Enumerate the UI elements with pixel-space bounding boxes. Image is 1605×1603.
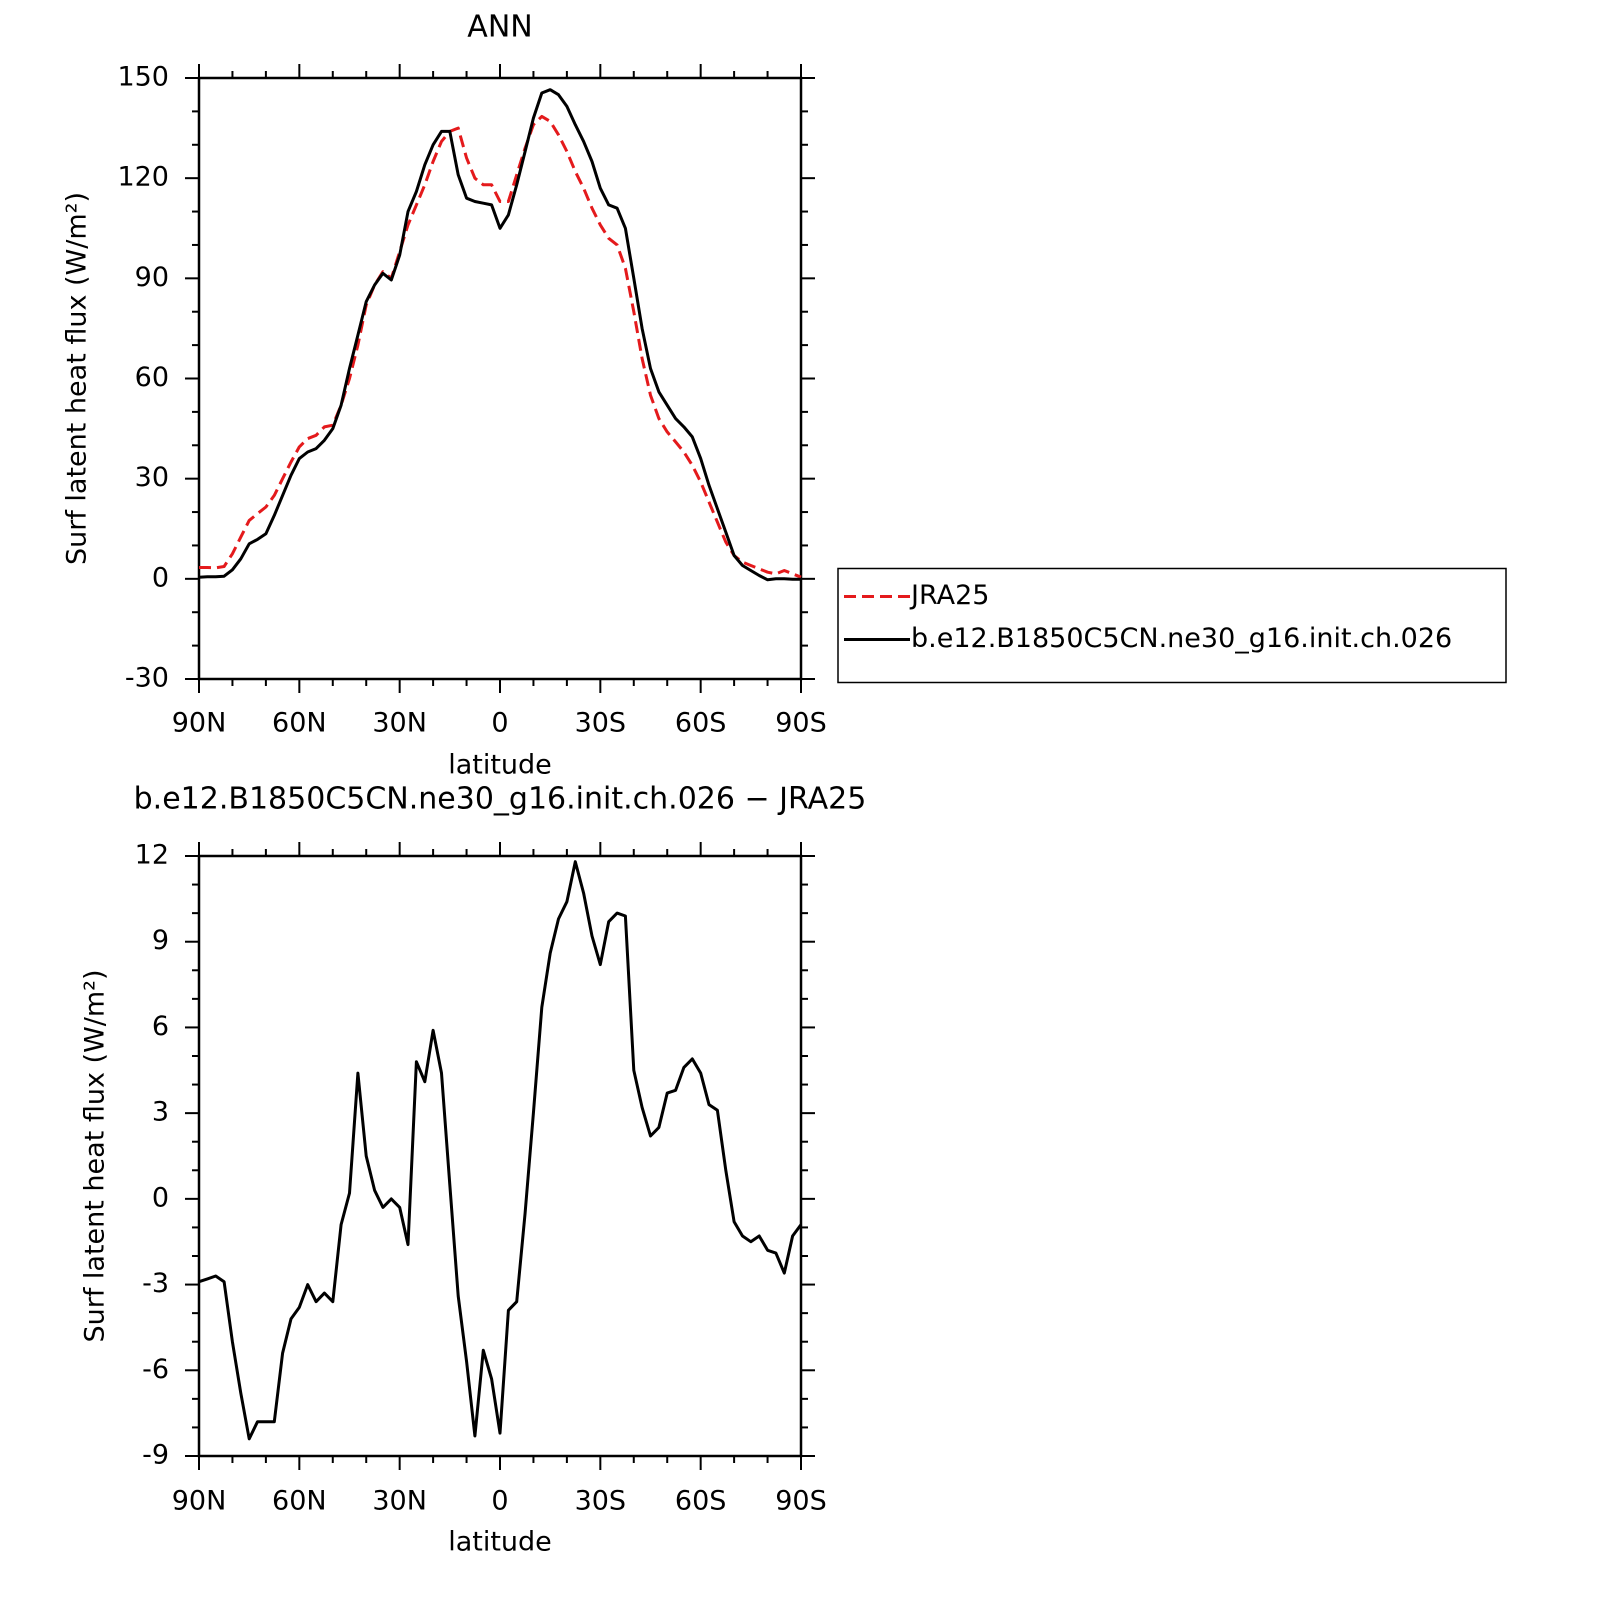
x-tick-label: 60S <box>675 1486 727 1517</box>
x-tick-label: 60N <box>272 1486 327 1517</box>
data-line <box>198 88 801 582</box>
y-tick-label: 9 <box>152 925 169 956</box>
y-tick-label: 120 <box>117 162 169 193</box>
x-tick-label: 90N <box>172 1486 227 1517</box>
chart-title: ANN <box>467 10 532 45</box>
y-tick-label: -9 <box>142 1440 169 1471</box>
y-tick-label: 150 <box>117 62 169 93</box>
x-axis-label: latitude <box>448 750 552 781</box>
y-tick-label: 0 <box>152 562 169 593</box>
data-line <box>199 114 802 579</box>
y-tick-label: 6 <box>152 1011 169 1042</box>
x-tick-label: 30N <box>372 708 427 739</box>
y-tick-label: 30 <box>135 462 169 493</box>
y-tick-label: 60 <box>135 362 169 393</box>
x-axis-label: latitude <box>448 1527 552 1558</box>
y-tick-label: -3 <box>142 1268 169 1299</box>
plot-frame <box>197 76 803 681</box>
legend: JRA25 b.e12.B1850C5CN.ne30_g16.init.ch.02… <box>837 567 1507 684</box>
y-tick-label: 0 <box>152 1182 169 1213</box>
plot-frame <box>197 854 803 1458</box>
y-tick-label: 3 <box>152 1097 169 1128</box>
chart-title: b.e12.B1850C5CN.ne30_g16.init.ch.026 − J… <box>134 782 867 817</box>
x-tick-label: 30N <box>372 1486 427 1517</box>
x-tick-label: 90S <box>775 1486 827 1517</box>
y-axis-label: Surf latent heat flux (W/m²) <box>62 192 93 565</box>
y-tick-label: -6 <box>142 1354 169 1385</box>
y-tick-label: 12 <box>135 840 169 871</box>
legend-box <box>837 567 1507 684</box>
y-tick-label: -30 <box>125 663 169 694</box>
x-tick-label: 0 <box>491 1486 508 1517</box>
x-tick-label: 0 <box>491 708 508 739</box>
legend-label: JRA25 <box>909 580 989 611</box>
data-line <box>198 860 803 1441</box>
x-tick-label: 60N <box>272 708 327 739</box>
y-tick-label: 90 <box>135 262 169 293</box>
x-tick-label: 30S <box>575 1486 627 1517</box>
x-tick-label: 30S <box>575 708 627 739</box>
x-tick-label: 90N <box>172 708 227 739</box>
x-tick-label: 60S <box>675 708 727 739</box>
y-axis-label: Surf latent heat flux (W/m²) <box>80 969 111 1342</box>
x-tick-label: 90S <box>775 708 827 739</box>
legend-label: b.e12.B1850C5CN.ne30_g16.init.ch.026 <box>911 623 1452 654</box>
